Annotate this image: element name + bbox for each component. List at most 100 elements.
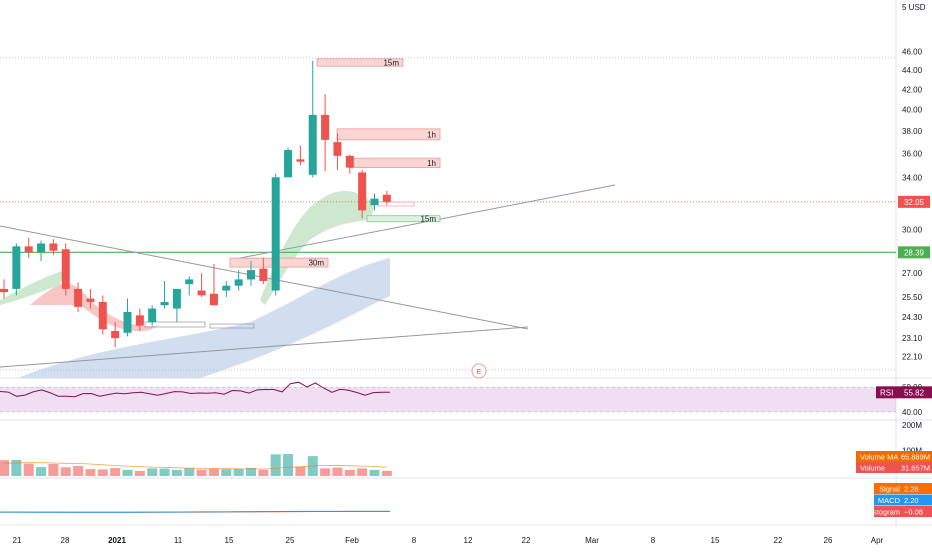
- time-tick-label: 21: [13, 536, 22, 545]
- volume-bar: [332, 467, 343, 476]
- short-ma-ribbon-up-left: [0, 270, 65, 305]
- candle-body: [197, 290, 206, 296]
- candle-body: [24, 246, 33, 253]
- earnings-marker-icon: [471, 363, 487, 379]
- support-level-tag: 28.39: [904, 248, 925, 257]
- time-tick-label: Mar: [585, 536, 599, 545]
- volume-bar: [0, 460, 9, 476]
- candle-body: [259, 268, 268, 281]
- macd-legend-bg: [874, 506, 932, 517]
- price-tick-label: 23.10: [902, 334, 923, 343]
- macd-legend-name: MACD: [878, 496, 901, 505]
- candle-body: [296, 159, 305, 162]
- small-range-box: [377, 201, 415, 207]
- candle-body: [321, 114, 330, 140]
- volume-bar: [283, 454, 294, 476]
- rsi-band: [0, 387, 896, 412]
- zone-label: 30m: [308, 259, 324, 268]
- price-tick-label: 42.00: [902, 85, 923, 94]
- short-ma-ribbon-up: [260, 190, 375, 305]
- rsi-tag-name: RSI: [880, 388, 893, 397]
- volume-bar: [270, 454, 281, 476]
- price-tick-label: 25.50: [902, 293, 923, 302]
- price-tick-label: 36.00: [902, 150, 923, 159]
- candle-body: [86, 298, 95, 302]
- small-range-box: [209, 323, 255, 329]
- trendline-ascending-upper: [229, 184, 616, 261]
- last-price-tag: 32.05: [904, 198, 925, 207]
- candle-body: [74, 288, 83, 307]
- candle-body: [172, 288, 181, 309]
- price-labels-layer: 32.05 28.39: [898, 195, 930, 259]
- volume-legend-name: Volume: [860, 464, 885, 473]
- candle-body: [358, 172, 367, 211]
- volume-bar: [258, 469, 269, 476]
- volume-bar: [344, 469, 355, 476]
- time-tick-label: Feb: [345, 536, 359, 545]
- macd-legend-name: Histogram: [866, 508, 900, 517]
- time-tick-label: 25: [286, 536, 295, 545]
- candle-body: [0, 288, 8, 293]
- small-range-box: [144, 321, 206, 328]
- volume-bar: [11, 459, 22, 476]
- candles-layer: [0, 60, 391, 348]
- zone-label: 1h: [427, 159, 436, 168]
- price-tick-label: 38.00: [902, 127, 923, 136]
- time-tick-label: 8: [651, 536, 656, 545]
- time-tick-label: 11: [174, 536, 183, 545]
- volume-bar: [36, 467, 47, 476]
- volume-legend-bg: [856, 462, 932, 473]
- macd-legend-bg: [874, 483, 932, 494]
- volume-bar: [110, 468, 121, 476]
- macd-legend-value: −0.08: [904, 508, 923, 517]
- volume-bar: [122, 469, 133, 476]
- candle-body: [123, 311, 132, 333]
- macd-legend-name: Signal: [879, 485, 900, 494]
- candle-body: [284, 150, 293, 178]
- volume-bar: [85, 469, 96, 476]
- time-tick-label: 15: [711, 536, 720, 545]
- time-tick-label: 2021: [108, 536, 126, 545]
- volume-bar: [221, 469, 232, 476]
- volume-bar: [147, 468, 158, 476]
- candle-body: [49, 243, 58, 251]
- earnings-marker-label: E: [477, 369, 482, 376]
- volume-bar: [184, 468, 195, 476]
- short-ma-ribbon-down: [30, 283, 160, 331]
- time-tick-label: 22: [774, 536, 783, 545]
- volume-bar: [159, 468, 170, 476]
- macd-legend-value: 2.28: [904, 485, 919, 494]
- candle-body: [345, 155, 354, 168]
- volume-bar: [134, 470, 145, 476]
- time-tick-label: 26: [824, 536, 833, 545]
- zone-label: 15m: [383, 59, 399, 68]
- volume-legend-value: 65.889M: [901, 453, 930, 462]
- volume-bar: [97, 469, 108, 476]
- volume-bar: [320, 468, 331, 476]
- volume-legend-bg: [856, 451, 932, 462]
- rsi-tick-label: 40.00: [902, 408, 923, 417]
- candle-body: [12, 246, 21, 289]
- axis-layer: 46.00 44.00 42.00 40.00 38.00 36.00 34.00 30.00…: [13, 3, 926, 545]
- indicator-fill-layer: [0, 190, 390, 378]
- volume-bar: [233, 468, 244, 476]
- last-price-tag-bg: [898, 195, 930, 208]
- time-tick-label: Apr: [871, 536, 884, 545]
- macd-line: [0, 510, 390, 513]
- volume-bar: [295, 466, 306, 476]
- candle-body: [185, 279, 194, 285]
- volume-bar: [381, 470, 392, 476]
- zone-box: [366, 215, 441, 223]
- time-tick-label: 15: [225, 536, 234, 545]
- volume-tick-label: 200M: [902, 421, 922, 430]
- background-layer: [0, 0, 932, 526]
- candle-body: [61, 249, 70, 289]
- zone-box: [316, 58, 404, 67]
- volume-bar: [171, 469, 182, 476]
- macd-legend-value: 2.20: [904, 496, 919, 505]
- price-tick-label: 27.00: [902, 269, 923, 278]
